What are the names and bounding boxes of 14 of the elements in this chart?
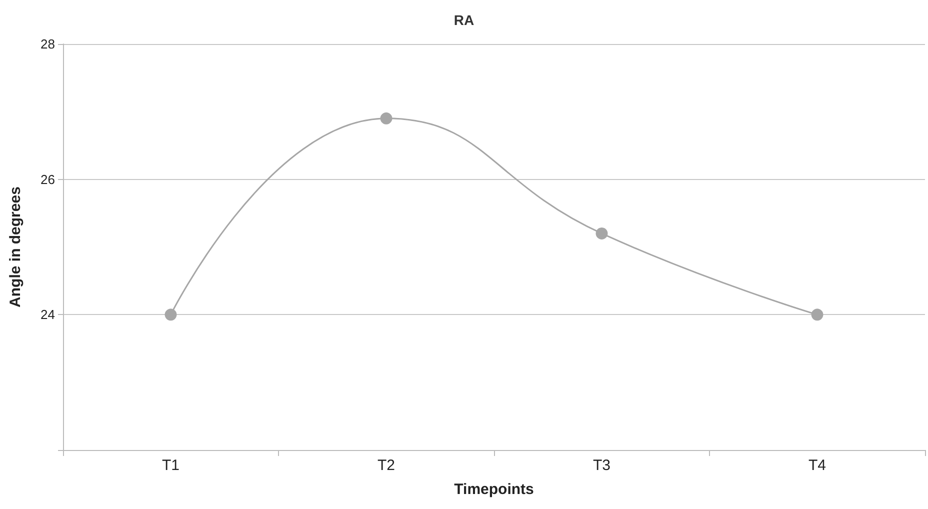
point <box>596 227 608 240</box>
x-tick-label: T4 <box>808 457 826 474</box>
point <box>380 112 392 124</box>
y-tick-label: 24 <box>40 307 55 322</box>
point <box>164 308 177 321</box>
chart-title: RA <box>454 12 474 28</box>
y-axis-title: Angle in degrees <box>7 186 24 308</box>
y-tick-label: 28 <box>40 36 55 52</box>
point <box>811 308 824 321</box>
x-tick-label: T2 <box>377 457 396 474</box>
y-tick-label: 26 <box>40 172 55 187</box>
x-axis-title: Timepoints <box>454 481 534 498</box>
x-tick-label: T1 <box>162 457 180 474</box>
x-tick-label: T3 <box>592 457 611 474</box>
